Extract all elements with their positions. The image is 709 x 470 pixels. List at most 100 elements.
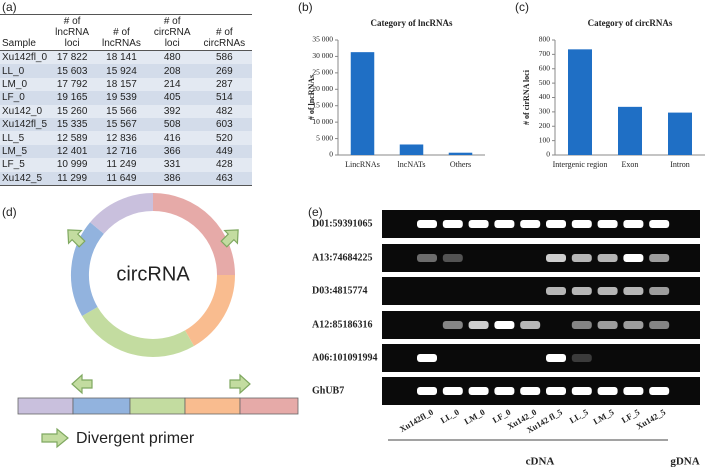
table-cell: 386 — [147, 171, 197, 186]
arrow — [71, 373, 93, 395]
table-cell: Xu142fl_5 — [0, 117, 50, 132]
gel-row-label: A12:85186316 — [312, 319, 373, 330]
panel-label: (c) — [515, 0, 529, 14]
bar — [448, 152, 473, 155]
table-cell: 520 — [196, 131, 252, 145]
table-cell: 214 — [147, 77, 197, 92]
segment — [239, 397, 299, 415]
x-tick-label: LincRNAs — [345, 160, 380, 169]
table-cell: 11 249 — [95, 158, 148, 172]
y-tick-label: 400 — [539, 92, 551, 101]
gel-band — [417, 387, 437, 395]
y-tick-label: 100 — [539, 135, 551, 144]
table-cell: Xu142fl_0 — [0, 50, 50, 65]
gdna-label: gDNA — [670, 456, 699, 468]
x-tick-label: Others — [450, 160, 471, 169]
table-cell: 12 401 — [49, 144, 96, 159]
table-cell: 15 603 — [49, 64, 96, 78]
gel-row-label: A13:74684225 — [312, 252, 373, 263]
table-row: LF_0 19 165 19 539 405 514 — [0, 91, 252, 105]
gel-band — [442, 387, 463, 395]
x-tick-label: Intergenic region — [553, 160, 608, 169]
gel-band — [442, 220, 463, 228]
x-tick-label: lncNATs — [398, 160, 426, 169]
gel-band — [520, 387, 541, 395]
gel-row-label: D03:4815774 — [312, 285, 368, 296]
header-cell: # of lncRNA loci — [49, 14, 96, 51]
table-row: LF_5 10 999 11 249 331 428 — [0, 158, 252, 172]
gel-band — [571, 220, 592, 228]
gel-band — [546, 287, 566, 295]
table-cell: 208 — [147, 64, 197, 78]
gel-row-label: A06:101091994 — [312, 352, 378, 363]
gel-band — [417, 354, 437, 362]
arrow — [41, 427, 69, 449]
table-cell: 416 — [147, 131, 197, 145]
table-cell: 19 539 — [95, 91, 148, 105]
table-cell: 11 299 — [49, 171, 96, 186]
table-cell: 392 — [147, 104, 197, 118]
table-cell: 449 — [196, 144, 252, 159]
arc — [71, 222, 105, 317]
table-cell: 331 — [147, 158, 197, 172]
header-cell: # of circRNAs — [196, 14, 252, 51]
table-cell: 18 141 — [95, 50, 148, 65]
table-cell: 480 — [147, 50, 197, 65]
table-cell: LF_5 — [0, 158, 50, 172]
arrow — [229, 373, 251, 395]
gel-row-label: GhUB7 — [312, 385, 344, 396]
lane-label: Xu142fl_0 — [398, 407, 435, 434]
gel-band — [468, 321, 489, 329]
gel-band — [546, 354, 566, 362]
table-cell: Xu142_5 — [0, 171, 50, 186]
y-tick-label: 0 — [546, 150, 550, 159]
gel-band — [468, 387, 489, 395]
segment — [72, 397, 131, 415]
x-tick-label: Intron — [670, 160, 690, 169]
gel-band — [649, 287, 670, 295]
y-tick-label: 500 — [539, 78, 551, 87]
table-cell: 10 999 — [49, 158, 96, 172]
table-cell: LL_5 — [0, 131, 50, 145]
lane-label: LM_5 — [591, 407, 615, 427]
table-cell: 586 — [196, 50, 252, 65]
gel-band — [571, 321, 592, 329]
gel-band — [597, 287, 618, 295]
bar — [618, 106, 642, 155]
lane-label: LM_0 — [462, 407, 486, 427]
y-tick-label: 30 000 — [312, 51, 333, 60]
gel-band — [623, 287, 644, 295]
table-cell: 508 — [147, 117, 197, 132]
gel-band — [417, 254, 437, 262]
gel-band — [623, 254, 644, 262]
panel-label: (a) — [2, 0, 17, 14]
table-row: LL_5 12 589 12 836 416 520 — [0, 131, 252, 145]
gel-band — [442, 321, 463, 329]
gel-band — [597, 387, 618, 395]
y-tick-label: 5 000 — [316, 133, 333, 142]
table-row: LM_0 17 792 18 157 214 287 — [0, 77, 252, 92]
table-row: LL_0 15 603 15 924 208 269 — [0, 64, 252, 78]
gel-band — [546, 220, 566, 228]
table-cell: 428 — [196, 158, 252, 172]
gel-band — [597, 220, 618, 228]
gel-band — [649, 321, 670, 329]
table-cell: 17 792 — [49, 77, 96, 92]
panel-label: (b) — [298, 0, 313, 14]
table-cell: 12 716 — [95, 144, 148, 159]
y-axis-label: # of lncRNAs — [307, 75, 316, 120]
y-tick-label: 600 — [539, 63, 551, 72]
table-cell: 482 — [196, 104, 252, 118]
table-cell: LL_0 — [0, 64, 50, 78]
gel-row-label: D01:59391065 — [312, 218, 373, 229]
y-tick-label: 0 — [329, 150, 333, 159]
segment — [184, 397, 241, 415]
gel-band — [623, 220, 644, 228]
y-tick-label: 35 000 — [312, 35, 333, 44]
gel-band — [649, 254, 670, 262]
gel-band — [571, 387, 592, 395]
gel-band — [649, 220, 670, 228]
lane-label: Xu142_5 — [634, 407, 667, 432]
y-tick-label: 200 — [539, 121, 551, 130]
